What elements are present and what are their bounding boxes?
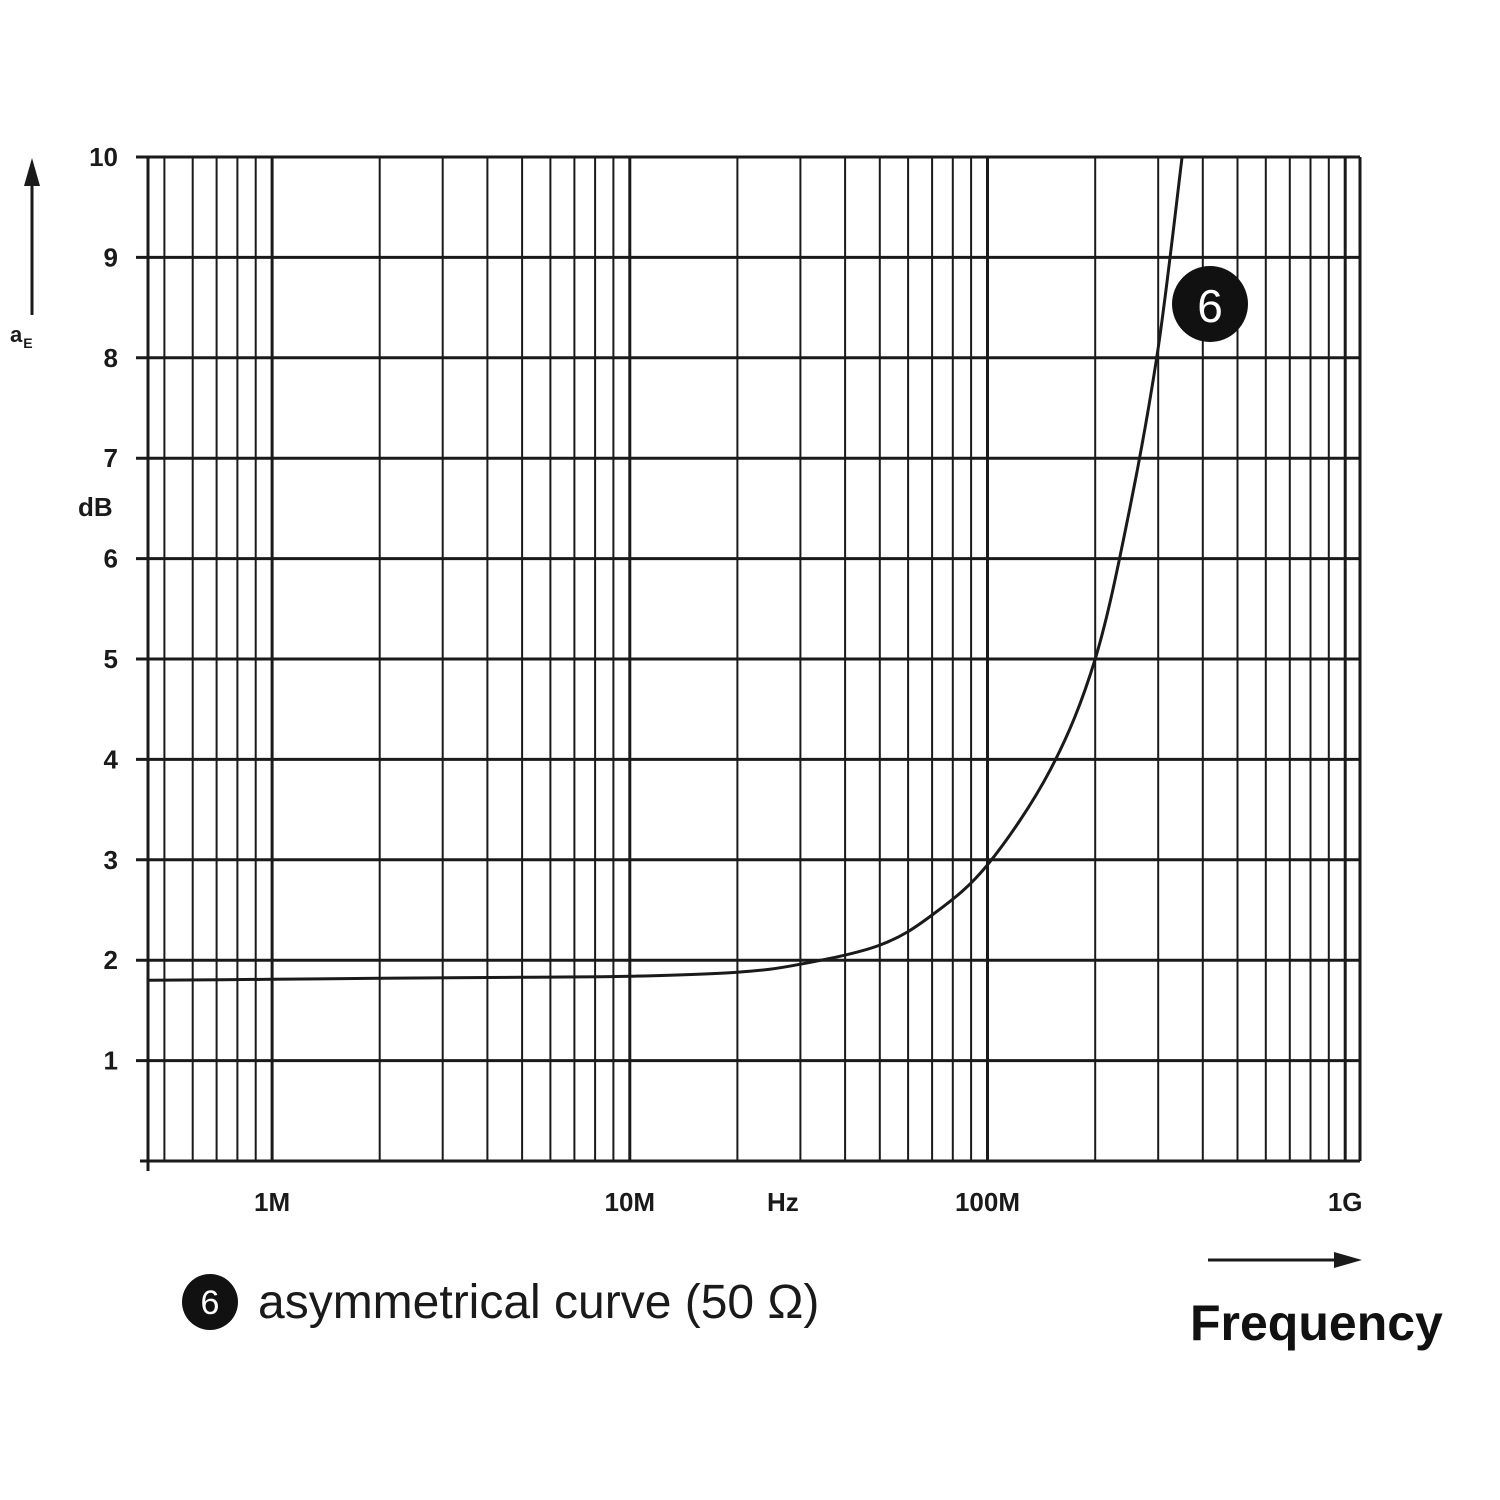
y-tick-labels: 1 2 3 4 5 6 7 8 9 10 [89, 142, 118, 1076]
y-axis-label-main: a [10, 322, 23, 347]
axes [24, 158, 1362, 1268]
y-axis-label: aE [10, 322, 33, 351]
x-axis-title: Frequency [1190, 1295, 1443, 1351]
curve-marker-badge [1172, 266, 1248, 342]
y-tick-label: 7 [104, 443, 118, 473]
y-tick-label: 6 [104, 544, 118, 574]
y-axis-arrow-head [24, 158, 40, 186]
curve-marker: 6 [1172, 266, 1248, 342]
y-tick-label: 1 [104, 1046, 118, 1076]
x-axis-arrow-head [1334, 1252, 1362, 1268]
series [147, 156, 1184, 982]
curve-marker-number: 6 [1197, 280, 1223, 332]
y-tick-label: 2 [104, 945, 118, 975]
y-tick-label: 8 [104, 343, 118, 373]
x-tick-labels: 1M 10M 100M 1G [254, 1187, 1363, 1217]
x-tick-label: 1G [1328, 1187, 1363, 1217]
y-tick-label: 4 [104, 744, 119, 774]
legend: 6 asymmetrical curve (50 Ω) [182, 1274, 819, 1330]
y-tick-label: 10 [89, 142, 118, 172]
y-tick-label: 3 [104, 845, 118, 875]
legend-marker-number: 6 [201, 1284, 220, 1322]
y-tick-label: 9 [104, 242, 118, 272]
y-unit-label: dB [78, 492, 113, 522]
series-line-asymmetrical-curve [147, 156, 1184, 982]
x-tick-label: 100M [955, 1187, 1020, 1217]
y-axis-label-sub: E [23, 335, 32, 351]
y-tick-label: 5 [104, 644, 118, 674]
legend-marker-badge [182, 1274, 238, 1330]
x-unit-label: Hz [767, 1187, 799, 1217]
x-tick-label: 1M [254, 1187, 290, 1217]
x-tick-label: 10M [605, 1187, 656, 1217]
legend-label: asymmetrical curve (50 Ω) [258, 1276, 819, 1329]
